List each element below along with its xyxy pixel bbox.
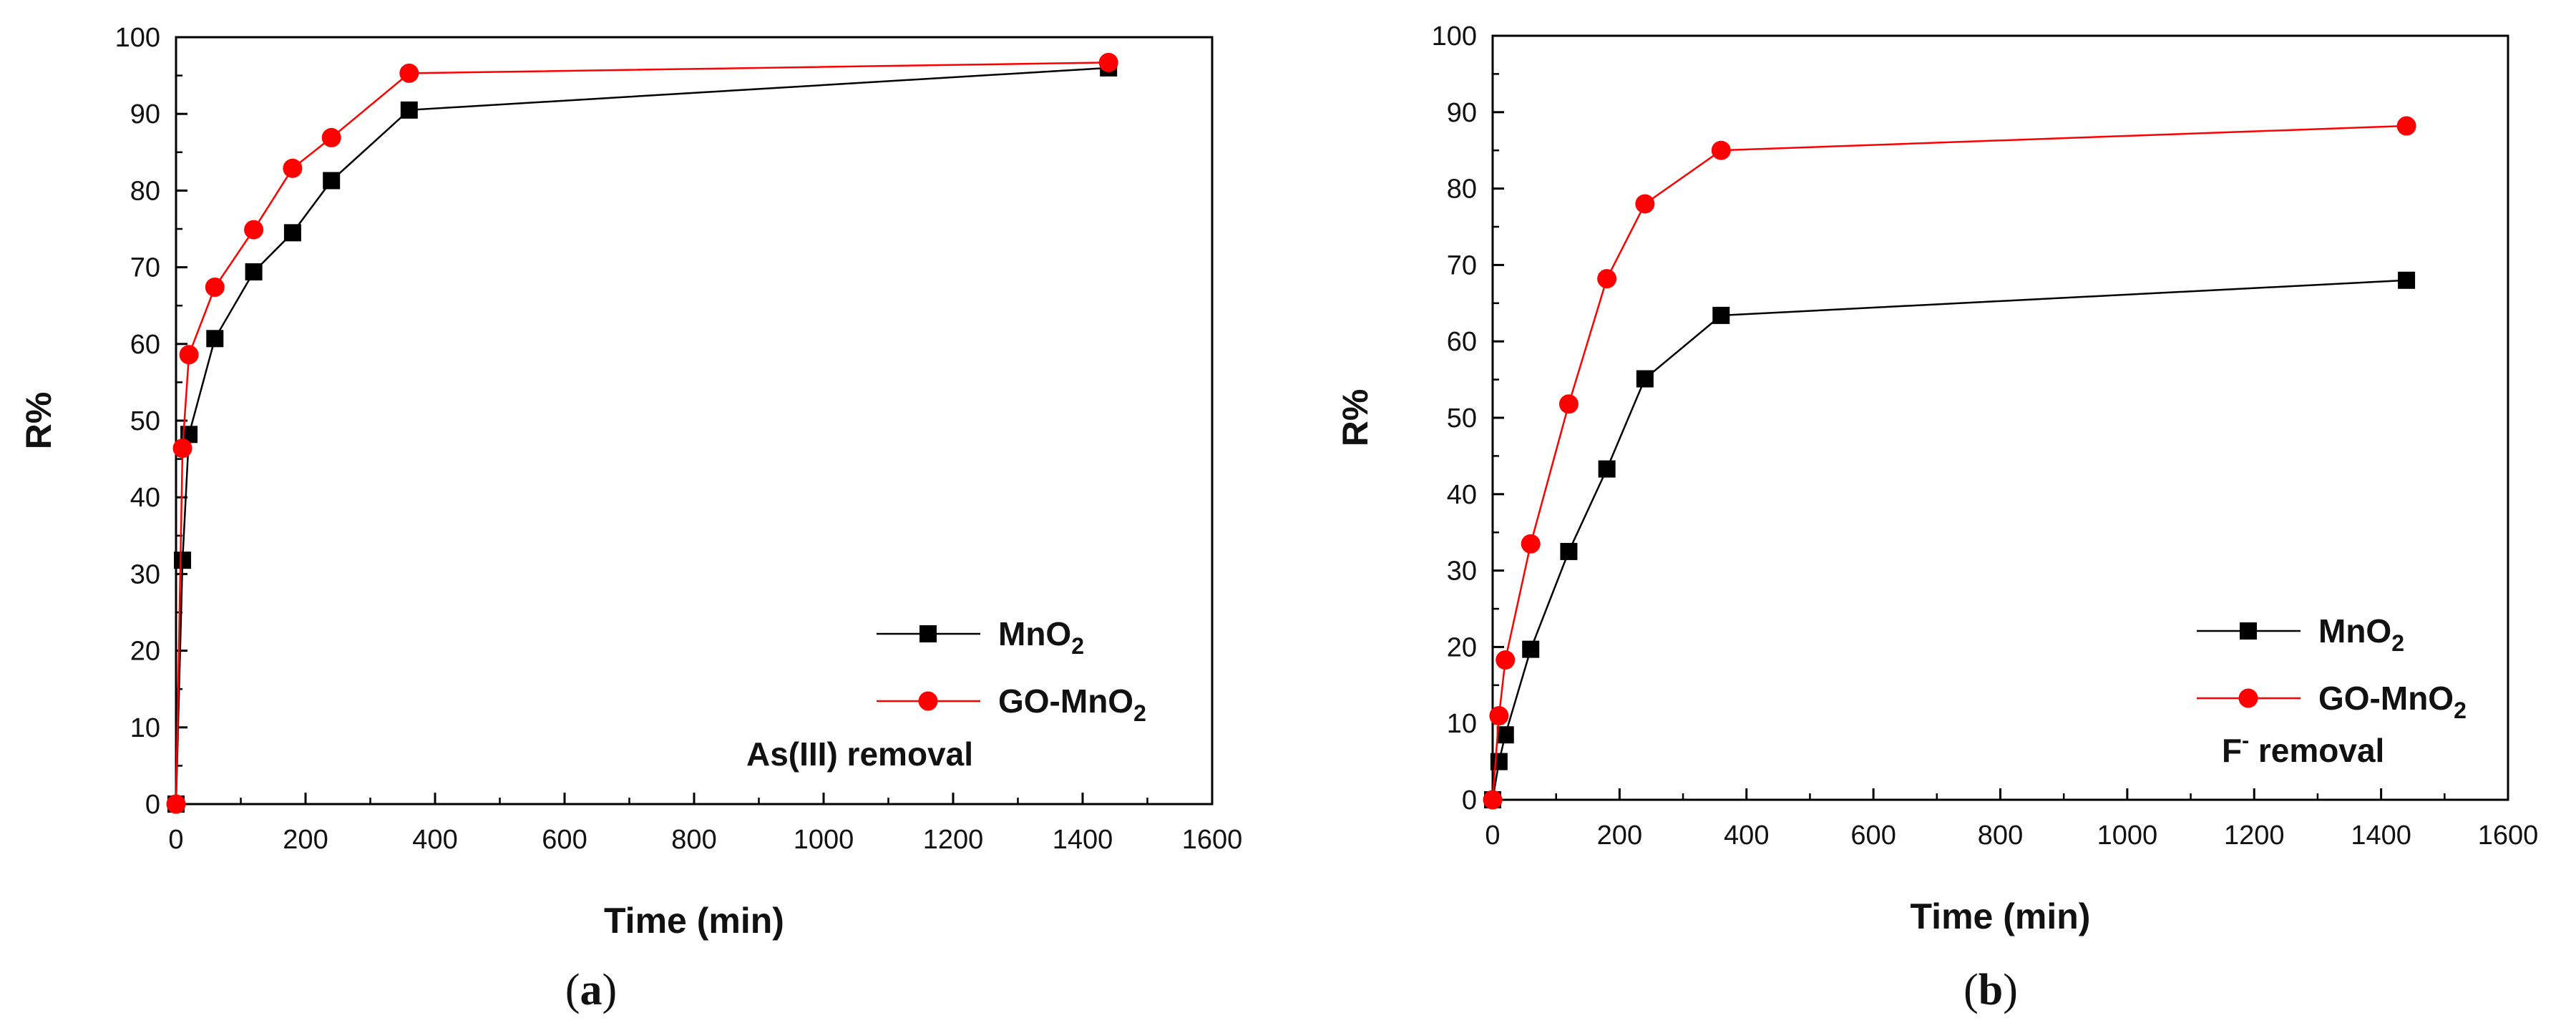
y-tick-label: 50 bbox=[1447, 403, 1477, 434]
x-tick-label: 1200 bbox=[2224, 821, 2285, 851]
data-point-go-mno2 bbox=[1635, 194, 1655, 214]
y-tick-label: 70 bbox=[1447, 250, 1477, 280]
data-point-mno2 bbox=[1598, 460, 1616, 478]
x-tick-label: 0 bbox=[168, 825, 183, 855]
data-point-mno2 bbox=[400, 101, 418, 119]
panel-caption-b: (b) bbox=[1963, 966, 2018, 1014]
x-tick-label: 200 bbox=[283, 825, 328, 855]
y-tick-label: 40 bbox=[130, 483, 160, 513]
data-point-mno2 bbox=[1496, 726, 1514, 744]
x-tick-label: 0 bbox=[1485, 821, 1500, 851]
y-tick-label: 70 bbox=[130, 253, 160, 283]
data-point-mno2 bbox=[1712, 306, 1730, 324]
y-tick-label: 30 bbox=[130, 559, 160, 589]
y-tick-label: 100 bbox=[1432, 21, 1477, 52]
x-tick-label: 400 bbox=[412, 825, 457, 855]
y-tick-label: 80 bbox=[130, 176, 160, 206]
y-tick-label: 60 bbox=[1447, 327, 1477, 357]
data-point-mno2 bbox=[1490, 753, 1508, 770]
data-point-go-mno2 bbox=[399, 63, 419, 83]
y-tick-label: 50 bbox=[130, 406, 160, 436]
y-tick-label: 90 bbox=[1447, 98, 1477, 128]
x-tick-label: 1000 bbox=[2097, 821, 2158, 851]
panel-caption-a: (a) bbox=[565, 966, 617, 1014]
y-tick-label: 60 bbox=[130, 330, 160, 360]
x-tick-label: 1400 bbox=[1053, 825, 1113, 855]
y-axis-title: R% bbox=[1335, 389, 1375, 447]
y-tick-label: 100 bbox=[115, 23, 160, 53]
legend-marker-go-mno2 bbox=[918, 691, 938, 711]
y-tick-label: 90 bbox=[130, 99, 160, 129]
data-point-mno2 bbox=[283, 224, 301, 242]
annotation-text: F- removal bbox=[2222, 729, 2384, 769]
series-line-go-mno2 bbox=[175, 62, 1109, 805]
data-point-go-mno2 bbox=[179, 345, 199, 365]
data-point-go-mno2 bbox=[1483, 790, 1503, 810]
y-tick-label: 10 bbox=[130, 713, 160, 743]
y-tick-label: 0 bbox=[145, 790, 160, 820]
series-line-mno2 bbox=[175, 67, 1109, 805]
x-axis-title: Time (min) bbox=[604, 901, 784, 941]
legend-marker-mno2 bbox=[2240, 622, 2257, 640]
legend-marker-go-mno2 bbox=[2238, 688, 2258, 708]
x-tick-label: 1400 bbox=[2351, 821, 2411, 851]
data-point-go-mno2 bbox=[1098, 52, 1118, 72]
data-point-go-mno2 bbox=[172, 439, 192, 459]
x-tick-label: 1600 bbox=[2478, 821, 2539, 851]
y-axis-title: R% bbox=[19, 392, 59, 450]
x-tick-label: 600 bbox=[1850, 821, 1896, 851]
data-point-go-mno2 bbox=[1496, 650, 1516, 670]
data-point-mno2 bbox=[1560, 542, 1578, 560]
annotation-text: As(III) removal bbox=[746, 735, 973, 773]
y-tick-label: 80 bbox=[1447, 175, 1477, 205]
x-tick-label: 800 bbox=[671, 825, 716, 855]
legend-label-mno2: MnO2 bbox=[2318, 612, 2404, 656]
data-point-mno2 bbox=[174, 552, 192, 569]
data-point-go-mno2 bbox=[1711, 140, 1731, 160]
data-point-mno2 bbox=[245, 263, 263, 281]
data-point-go-mno2 bbox=[1597, 269, 1617, 289]
data-point-go-mno2 bbox=[283, 158, 303, 178]
data-point-go-mno2 bbox=[1558, 394, 1579, 414]
x-tick-label: 1600 bbox=[1182, 825, 1243, 855]
y-tick-label: 20 bbox=[130, 637, 160, 667]
data-point-go-mno2 bbox=[2396, 116, 2416, 136]
y-tick-label: 10 bbox=[1447, 709, 1477, 739]
data-point-mno2 bbox=[206, 330, 224, 348]
y-tick-label: 40 bbox=[1447, 480, 1477, 510]
series-line-mno2 bbox=[1491, 279, 2407, 801]
legend-marker-mno2 bbox=[919, 625, 937, 642]
legend-label-go-mno2: GO-MnO2 bbox=[998, 682, 1146, 726]
data-point-go-mno2 bbox=[205, 277, 225, 297]
legend-label-mno2: MnO2 bbox=[998, 615, 1084, 659]
x-tick-label: 400 bbox=[1724, 821, 1769, 851]
x-tick-label: 800 bbox=[1978, 821, 2023, 851]
data-point-go-mno2 bbox=[1521, 534, 1541, 554]
data-point-mno2 bbox=[2398, 271, 2416, 289]
data-point-mno2 bbox=[1522, 640, 1540, 658]
data-point-go-mno2 bbox=[321, 127, 341, 147]
y-tick-label: 20 bbox=[1447, 632, 1477, 662]
data-point-go-mno2 bbox=[1489, 706, 1509, 726]
x-tick-label: 200 bbox=[1597, 821, 1642, 851]
x-tick-label: 600 bbox=[542, 825, 587, 855]
y-tick-label: 30 bbox=[1447, 557, 1477, 587]
x-axis-title: Time (min) bbox=[1911, 896, 2091, 936]
y-tick-label: 0 bbox=[1462, 785, 1477, 816]
data-point-go-mno2 bbox=[166, 794, 186, 814]
x-tick-label: 1000 bbox=[794, 825, 854, 855]
legend-label-go-mno2: GO-MnO2 bbox=[2318, 680, 2467, 723]
data-point-mno2 bbox=[323, 172, 341, 190]
data-point-go-mno2 bbox=[244, 220, 264, 240]
x-tick-label: 1200 bbox=[923, 825, 984, 855]
data-point-mno2 bbox=[1636, 370, 1654, 388]
